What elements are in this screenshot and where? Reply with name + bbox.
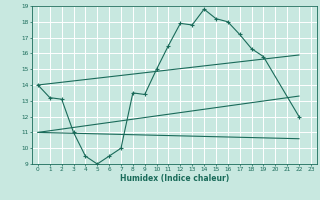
X-axis label: Humidex (Indice chaleur): Humidex (Indice chaleur) [120,174,229,183]
